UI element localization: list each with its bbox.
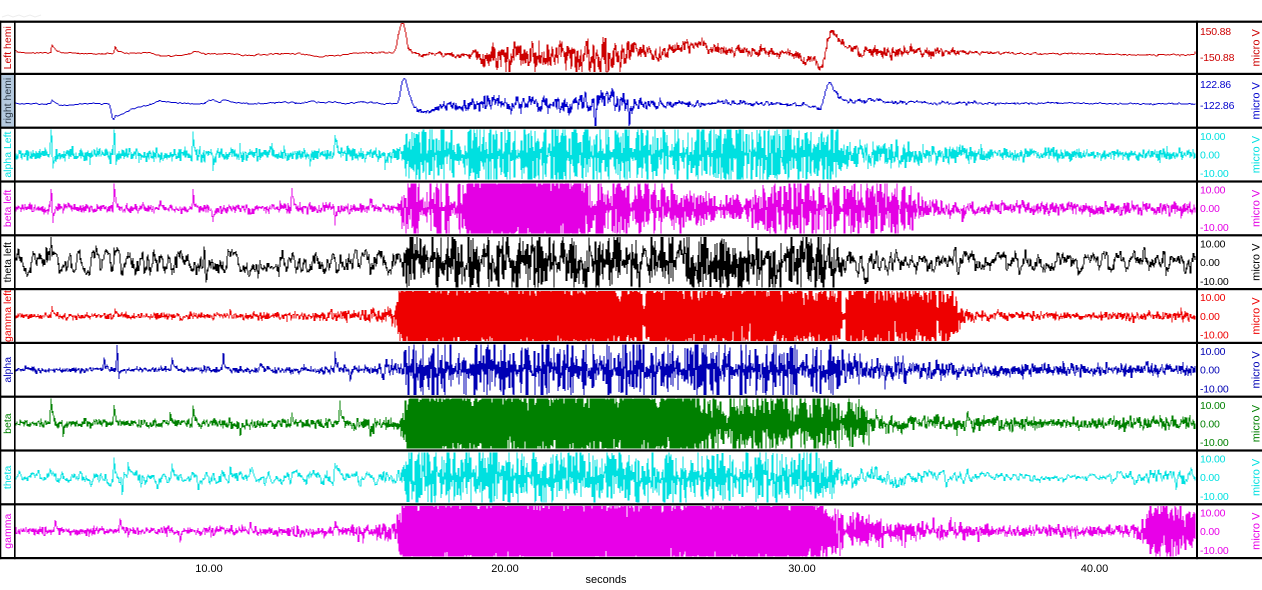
svg-text:0.00: 0.00 xyxy=(1200,526,1220,538)
svg-text:-150.88: -150.88 xyxy=(1200,52,1235,64)
svg-text:beta: beta xyxy=(2,413,14,434)
svg-text:micro V: micro V xyxy=(1251,458,1262,496)
svg-text:-10.00: -10.00 xyxy=(1200,168,1229,180)
svg-text:0.00: 0.00 xyxy=(1200,257,1220,269)
svg-text:20.00: 20.00 xyxy=(491,563,519,575)
svg-text:micro V: micro V xyxy=(1251,512,1262,550)
svg-text:beta left: beta left xyxy=(2,190,14,227)
svg-text:gamma left: gamma left xyxy=(2,290,14,342)
svg-text:alpha Left: alpha Left xyxy=(2,131,14,177)
svg-text:micro V: micro V xyxy=(1251,297,1262,335)
svg-text:10.00: 10.00 xyxy=(1200,185,1226,197)
svg-text:0.00: 0.00 xyxy=(1200,365,1220,377)
svg-text:30.00: 30.00 xyxy=(788,563,816,575)
svg-text:-122.86: -122.86 xyxy=(1200,100,1235,112)
svg-text:150.88: 150.88 xyxy=(1200,26,1231,38)
svg-text:right hemi: right hemi xyxy=(2,78,14,124)
svg-text:theta: theta xyxy=(2,466,14,490)
svg-text:alpha: alpha xyxy=(2,357,14,383)
svg-text:micro V: micro V xyxy=(1251,350,1262,388)
svg-text:gamma: gamma xyxy=(2,514,14,549)
svg-text:10.00: 10.00 xyxy=(1200,400,1226,412)
svg-text:10.00: 10.00 xyxy=(1200,292,1226,304)
svg-text:0.00: 0.00 xyxy=(1200,418,1220,430)
svg-text:Left hemi: Left hemi xyxy=(2,26,14,69)
svg-text:10.00: 10.00 xyxy=(1200,238,1226,250)
svg-text:micro V: micro V xyxy=(1251,404,1262,442)
svg-text:-10.00: -10.00 xyxy=(1200,222,1229,234)
svg-text:0.00: 0.00 xyxy=(1200,149,1220,161)
svg-text:-10.00: -10.00 xyxy=(1200,383,1229,395)
svg-text:40.00: 40.00 xyxy=(1081,563,1109,575)
svg-text:micro V: micro V xyxy=(1251,135,1262,173)
svg-text:122.86: 122.86 xyxy=(1200,79,1231,91)
svg-text:10.00: 10.00 xyxy=(1200,131,1226,143)
svg-text:micro V: micro V xyxy=(1251,81,1262,119)
svg-text:micro V: micro V xyxy=(1251,189,1262,227)
svg-text:-10.00: -10.00 xyxy=(1200,330,1229,342)
svg-text:theta left: theta left xyxy=(2,242,14,282)
svg-text:10.00: 10.00 xyxy=(1200,507,1226,519)
svg-text:seconds: seconds xyxy=(586,574,627,585)
svg-text:10.00: 10.00 xyxy=(195,563,223,575)
svg-text:0.00: 0.00 xyxy=(1200,311,1220,323)
svg-text:10.00: 10.00 xyxy=(1200,346,1226,358)
svg-text:-10.00: -10.00 xyxy=(1200,276,1229,288)
svg-text:micro V: micro V xyxy=(1251,243,1262,281)
svg-text:-10.00: -10.00 xyxy=(1200,491,1229,503)
svg-text:10.00: 10.00 xyxy=(1200,454,1226,466)
svg-text:0.00: 0.00 xyxy=(1200,203,1220,215)
svg-text:micro V: micro V xyxy=(1251,28,1262,66)
svg-text:0.00: 0.00 xyxy=(1200,472,1220,484)
svg-text:-10.00: -10.00 xyxy=(1200,437,1229,449)
svg-text:-10.00: -10.00 xyxy=(1200,545,1229,557)
